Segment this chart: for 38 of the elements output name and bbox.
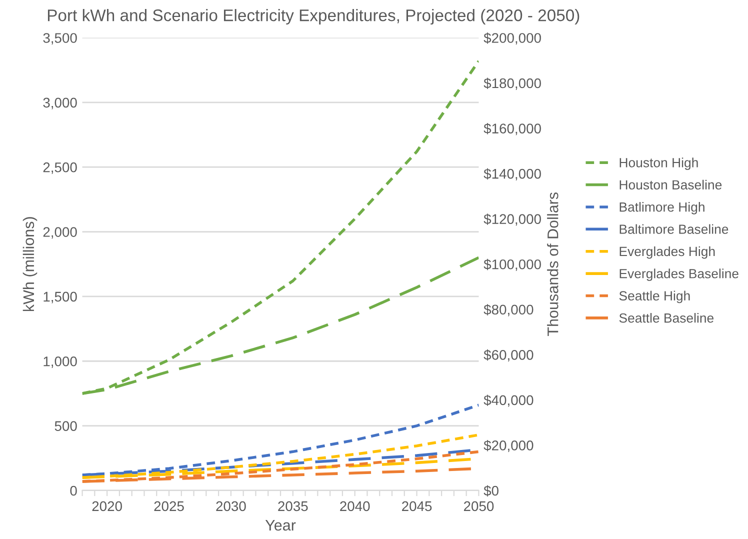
x-tick-label: 2020	[92, 501, 122, 512]
y2-tick-label: $60,000	[484, 349, 534, 362]
y-tick-label: 2,500	[43, 162, 77, 174]
legend-label: Everglades High	[620, 246, 715, 259]
x-axis-title: Year	[265, 520, 296, 531]
legend-label: Everglades Baseline	[620, 268, 738, 281]
y2-tick-label: $100,000	[484, 258, 541, 271]
legend-label: Batlimore High	[620, 202, 704, 214]
x-tick-label: 2030	[216, 501, 246, 512]
y-tick-label: 2,000	[43, 227, 77, 239]
y-tick-label: 0	[70, 486, 77, 496]
y2-axis-title: Thousands of Dollars	[547, 192, 558, 336]
y-tick-label: 3,500	[43, 33, 77, 45]
chart-title: Port kWh and Scenario Electricity Expenditures, Projected (2020 - 2050)	[48, 8, 580, 25]
y-tick-label: 1,000	[44, 356, 77, 368]
x-tick-label: 2045	[402, 501, 432, 512]
y2-tick-label: $40,000	[484, 394, 534, 407]
y-tick-label: 1,500	[44, 292, 77, 304]
legend-label: Seattle Baseline	[619, 313, 714, 323]
y2-tick-label: $0	[484, 485, 498, 496]
y-tick-label: 500	[54, 421, 77, 431]
x-tick-label: 2050	[464, 501, 494, 512]
y2-tick-label: $20,000	[484, 440, 534, 452]
legend-label: Houston Baseline	[620, 180, 722, 190]
y2-tick-label: $80,000	[484, 304, 534, 316]
y2-tick-label: $200,000	[484, 32, 541, 45]
legend-label: Baltimore Baseline	[620, 224, 728, 234]
y-tick-label: 3,000	[43, 98, 77, 110]
x-tick-label: 2040	[340, 501, 370, 512]
y2-tick-label: $180,000	[484, 78, 541, 90]
y2-tick-label: $160,000	[484, 123, 541, 136]
legend-label: Seattle High	[619, 290, 690, 304]
y-axis-title: kWh (millions)	[22, 217, 38, 312]
legend-label: Houston High	[620, 158, 698, 170]
y2-tick-label: $120,000	[484, 214, 541, 226]
x-tick-label: 2035	[278, 501, 308, 512]
x-tick-label: 2025	[154, 501, 184, 512]
y2-tick-label: $140,000	[484, 168, 541, 180]
